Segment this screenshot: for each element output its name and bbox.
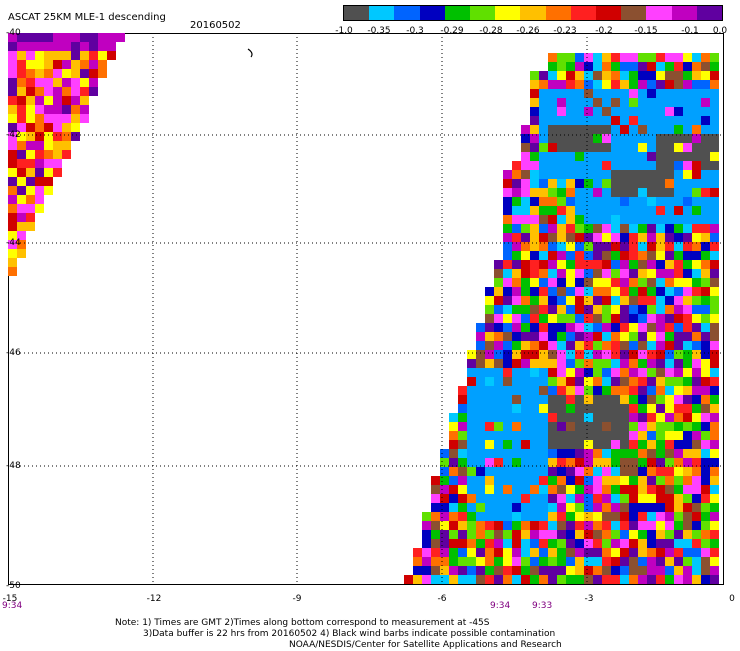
colorbar-swatch [344,6,370,20]
colorbar-labels: -1.0 -0.35 -0.3 -0.29 -0.28 -0.26 -0.23 -0.2 -0.… [328,26,738,37]
colorbar-tick-label: -0.3 [406,26,424,36]
colorbar-swatch [394,6,420,20]
colorbar-swatch [444,6,471,20]
graticule [8,33,724,585]
colorbar-tick-label: -0.26 [516,26,540,36]
colorbar-tick-label: -0.1 [681,26,699,36]
colorbar-swatch [621,6,647,20]
product-date: 20160502 [190,20,241,31]
colorbar-swatch [696,6,723,20]
colorbar-tick-label: -0.28 [479,26,503,36]
note-line-1: Note: 1) Times are GMT 2)Times along bot… [115,618,490,628]
colorbar-swatch [545,6,571,20]
x-label-0: 0 [729,594,735,604]
x-label-15: -15 [2,594,18,604]
y-label-44: -44 [6,238,21,248]
colorbar-swatch [596,6,622,20]
map-frame [8,33,724,585]
colorbar-tick-label: 0.0 [712,26,728,36]
note-line-2: 3)Data buffer is 22 hrs from 20160502 4)… [143,629,556,639]
x-label-12: -12 [146,594,162,604]
colorbar-tick-label: -0.23 [553,26,577,36]
wind-barb [247,48,253,58]
time-label-middle-a: 9:34 [490,601,511,611]
swath-map [8,33,724,585]
colorbar-swatch [495,6,521,20]
y-label-50: -50 [6,581,21,591]
colorbar-tick-label: -0.15 [634,26,658,36]
x-label-9: -9 [292,594,302,604]
colorbar-tick-label: -0.35 [367,26,391,36]
colorbar-swatch [369,6,395,20]
colorbar-tick-label: -0.2 [595,26,613,36]
colorbar-tick-label: -0.29 [440,26,464,36]
colorbar-swatch [470,6,496,20]
y-label-42: -42 [6,130,21,140]
time-label-middle-b: 9:33 [532,601,553,611]
x-label-3: -3 [584,594,594,604]
colorbar-swatch [671,6,697,20]
note-line-3: NOAA/NESDIS/Center for Satellite Applica… [289,640,562,650]
time-label-left: 9:34 [2,601,23,611]
colorbar-swatch [646,6,672,20]
colorbar-swatch [520,6,546,20]
y-label-40: -40 [6,28,21,38]
colorbar [343,5,723,21]
y-label-48: -48 [6,461,21,471]
scatterometer-cells [8,33,719,584]
x-label-6: -6 [437,594,447,604]
colorbar-swatch [419,6,445,20]
product-title: ASCAT 25KM MLE-1 descending [8,12,166,23]
y-label-46: -46 [6,348,21,358]
colorbar-tick-label: -1.0 [335,26,353,36]
colorbar-swatch [570,6,597,20]
